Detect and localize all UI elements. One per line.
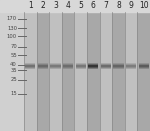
Bar	[50, 63, 61, 64]
Bar	[76, 63, 86, 64]
Bar	[38, 64, 48, 65]
Text: 130: 130	[7, 26, 17, 31]
Text: 100: 100	[7, 34, 17, 39]
Bar	[88, 63, 98, 64]
Bar	[88, 64, 98, 65]
Bar	[101, 63, 111, 64]
Bar	[49, 12, 62, 131]
Bar	[0, 0, 150, 12]
Bar	[25, 65, 35, 66]
Bar	[126, 66, 136, 67]
Bar	[113, 65, 124, 66]
Text: 7: 7	[103, 1, 108, 10]
Bar	[101, 68, 111, 69]
Bar	[139, 63, 149, 64]
Bar	[112, 12, 125, 131]
Bar	[88, 66, 98, 67]
Bar	[101, 67, 111, 68]
Bar	[63, 63, 73, 64]
Bar	[74, 12, 87, 131]
Bar	[125, 12, 137, 131]
Bar	[63, 64, 73, 65]
Text: 10: 10	[139, 1, 148, 10]
Bar	[139, 66, 149, 67]
Bar	[63, 67, 73, 68]
Bar	[126, 63, 136, 64]
Text: 2: 2	[40, 1, 45, 10]
Bar	[76, 66, 86, 67]
Bar	[38, 68, 48, 69]
Bar	[88, 68, 98, 69]
Bar	[50, 64, 61, 65]
Bar	[25, 63, 35, 64]
Bar	[62, 12, 74, 131]
Bar	[113, 66, 124, 67]
Text: 35: 35	[10, 68, 17, 73]
Bar	[126, 64, 136, 65]
Bar	[139, 68, 149, 69]
Text: 1: 1	[28, 1, 33, 10]
Bar	[25, 67, 35, 68]
Text: 170: 170	[7, 16, 17, 21]
Bar	[113, 67, 124, 68]
Bar	[87, 12, 100, 131]
Bar	[139, 65, 149, 66]
Bar	[139, 67, 149, 68]
Bar	[113, 68, 124, 69]
Text: 3: 3	[53, 1, 58, 10]
Bar	[63, 66, 73, 67]
Bar	[25, 66, 35, 67]
Bar	[126, 68, 136, 69]
Bar	[76, 64, 86, 65]
Bar	[24, 12, 37, 131]
Bar	[101, 64, 111, 65]
Bar	[63, 68, 73, 69]
Bar	[100, 12, 112, 131]
Bar	[76, 67, 86, 68]
Bar	[25, 68, 35, 69]
Bar	[113, 63, 124, 64]
Bar	[101, 65, 111, 66]
Bar	[101, 66, 111, 67]
Text: 9: 9	[129, 1, 134, 10]
Bar	[139, 64, 149, 65]
Text: 15: 15	[10, 91, 17, 96]
Bar	[38, 66, 48, 67]
Bar	[0, 0, 24, 131]
Bar	[50, 65, 61, 66]
Bar	[38, 63, 48, 64]
Text: 4: 4	[66, 1, 70, 10]
Bar	[76, 68, 86, 69]
Bar	[88, 65, 98, 66]
Text: 5: 5	[78, 1, 83, 10]
Bar	[63, 65, 73, 66]
Text: 55: 55	[10, 53, 17, 58]
Bar	[126, 67, 136, 68]
Text: 6: 6	[91, 1, 96, 10]
Bar	[50, 66, 61, 67]
Bar	[137, 12, 150, 131]
Bar	[113, 64, 124, 65]
Bar	[25, 64, 35, 65]
Bar	[37, 12, 49, 131]
Text: 70: 70	[10, 44, 17, 49]
Bar	[76, 65, 86, 66]
Bar	[50, 67, 61, 68]
Text: 40: 40	[10, 62, 17, 67]
Text: 8: 8	[116, 1, 121, 10]
Bar	[50, 68, 61, 69]
Bar	[38, 67, 48, 68]
Text: 25: 25	[10, 77, 17, 82]
Bar	[88, 67, 98, 68]
Bar	[38, 65, 48, 66]
Bar	[126, 65, 136, 66]
